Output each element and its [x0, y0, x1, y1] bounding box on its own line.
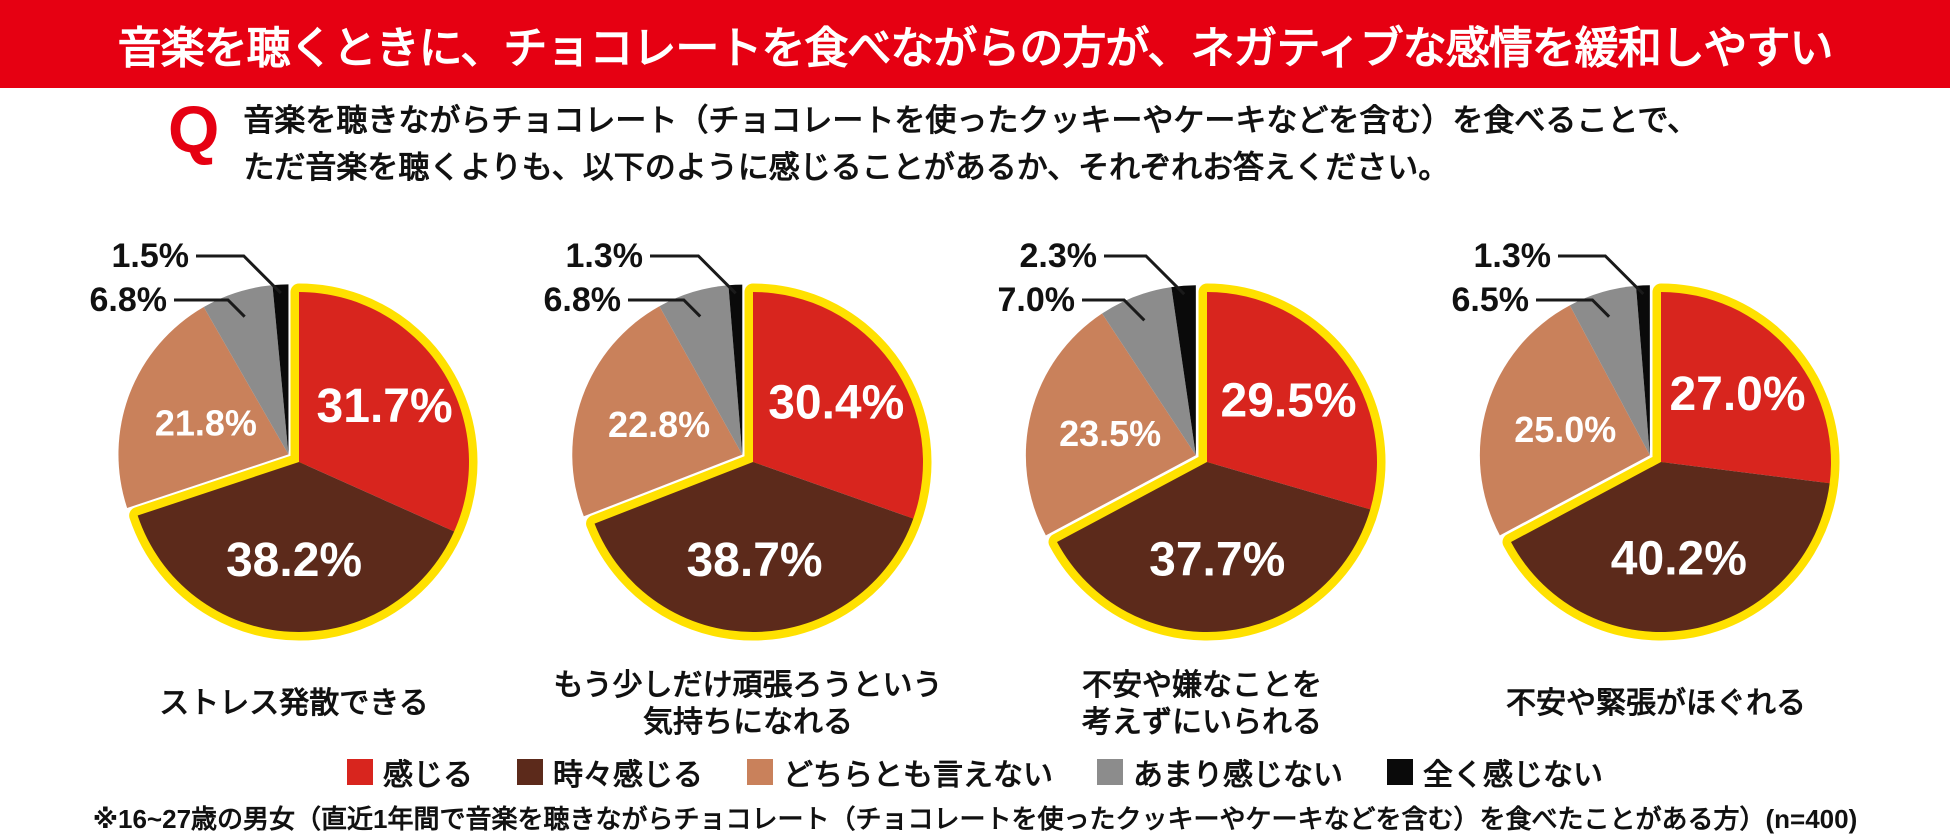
- slice-value-label: 6.8%: [544, 281, 622, 319]
- pie-chart-ease-tension: 27.0% 40.2% 25.0% 1.3% 6.5% 不安や緊張がほぐれる: [1429, 194, 1883, 748]
- slice-value-label: 22.8%: [608, 404, 710, 445]
- callout-line: [1536, 298, 1611, 318]
- pie-svg-3: 29.5% 37.7% 23.5% 2.3% 7.0%: [998, 237, 1386, 641]
- question-section: Q 音楽を聴きながらチョコレート（チョコレートを使ったクッキーやケーキなどを含む…: [168, 92, 1950, 194]
- slice-value-label: 7.0%: [998, 281, 1076, 319]
- slice-value-label: 23.5%: [1059, 413, 1161, 454]
- legend-label: 時々感じる: [553, 759, 703, 792]
- legend-label: あまり感じない: [1133, 759, 1343, 792]
- slice-value-label: 31.7%: [317, 380, 453, 433]
- slice-value-label: 2.3%: [1020, 237, 1098, 275]
- pie-slice-3: [572, 306, 743, 517]
- legend-swatch: [1387, 759, 1413, 785]
- pie-slice-2: [1511, 462, 1830, 632]
- legend-swatch: [347, 759, 373, 785]
- slice-value-label: 1.3%: [1474, 237, 1552, 275]
- pie-slice-2: [1057, 462, 1371, 632]
- chart-title-4: 不安や緊張がほぐれる: [1506, 687, 1806, 721]
- callout-line: [174, 298, 246, 318]
- pie-svg-4: 27.0% 40.2% 25.0% 1.3% 6.5%: [1452, 237, 1840, 641]
- legend-label: どちらとも言えない: [783, 759, 1053, 792]
- question-mark: Q: [168, 92, 220, 166]
- slice-value-label: 38.7%: [686, 534, 822, 587]
- legend-item: 感じる: [347, 750, 473, 794]
- chart-title-3: 不安や嫌なことを 考えずにいられる: [1082, 668, 1322, 740]
- slice-value-label: 6.8%: [90, 281, 168, 319]
- pie-chart-stress-relief: 31.7% 38.2% 21.8% 1.5% 6.8% ストレス発散できる: [67, 194, 521, 748]
- pie-slice-3: [1479, 305, 1650, 536]
- pie-slice-5: [1171, 285, 1196, 456]
- pie-charts-row: 31.7% 38.2% 21.8% 1.5% 6.8% ストレス発散できる 30.4% 3…: [0, 194, 1950, 748]
- legend-swatch: [747, 759, 773, 785]
- slice-value-label: 21.8%: [155, 402, 257, 443]
- callout-line: [1104, 254, 1186, 296]
- pie-slice-4: [203, 285, 289, 455]
- title-text: 音楽を聴くときに、チョコレートを食べながらの方が、ネガティブな感情を緩和しやすい: [117, 24, 1834, 73]
- pie-slice-1: [1661, 292, 1831, 484]
- slice-value-label: 6.5%: [1452, 281, 1530, 319]
- callout-line: [1082, 298, 1146, 322]
- callout-line: [628, 298, 702, 318]
- legend-item: あまり感じない: [1097, 750, 1343, 794]
- question-line-1: 音楽を聴きながらチョコレート（チョコレートを使ったクッキーやケーキなどを含む）を…: [243, 103, 1699, 138]
- slice-value-label: 1.5%: [112, 237, 190, 275]
- footnote: ※16~27歳の男女（直近1年間で音楽を聴きながらチョコレート（チョコレートを使…: [92, 804, 1858, 834]
- pie-slice-3: [118, 306, 289, 508]
- slice-value-label: 37.7%: [1149, 534, 1285, 587]
- legend-item: 全く感じない: [1387, 750, 1603, 794]
- slice-value-label: 1.3%: [566, 237, 644, 275]
- slice-value-label: 30.4%: [768, 377, 904, 430]
- pie-slice-4: [659, 285, 743, 455]
- pie-slice-1: [753, 292, 923, 519]
- callout-line: [1558, 254, 1645, 296]
- callout-line: [650, 254, 737, 295]
- chart-title-1: ストレス発散できる: [159, 687, 429, 721]
- slice-value-label: 29.5%: [1221, 374, 1357, 427]
- pie-svg-2: 30.4% 38.7% 22.8% 1.3% 6.8%: [544, 237, 932, 641]
- pie-slice-4: [1102, 287, 1196, 456]
- chart-title-2: もう少しだけ頑張ろうという 気持ちになれる: [553, 668, 943, 740]
- legend-label: 全く感じない: [1423, 759, 1603, 792]
- legend-label: 感じる: [383, 759, 473, 792]
- legend: 感じる 時々感じる どちらとも言えない あまり感じない 全く感じない: [0, 748, 1950, 796]
- pie-slice-5: [728, 284, 743, 455]
- pie-slice-4: [1569, 285, 1650, 456]
- pie-chart-forget-anxiety: 29.5% 37.7% 23.5% 2.3% 7.0% 不安や嫌なことを 考えずにいられ…: [975, 194, 1429, 748]
- slice-value-label: 40.2%: [1611, 532, 1747, 585]
- pie-slice-3: [1025, 313, 1196, 536]
- pie-slice-2: [594, 462, 914, 632]
- pie-slice-5: [272, 284, 289, 455]
- callout-line: [196, 254, 282, 295]
- pie-chart-motivation: 30.4% 38.7% 22.8% 1.3% 6.8% もう少しだけ頑張ろうという 気持…: [521, 194, 975, 748]
- pie-slice-2: [137, 462, 455, 632]
- legend-swatch: [1097, 759, 1123, 785]
- pie-slice-5: [1635, 285, 1650, 456]
- legend-item: 時々感じる: [517, 750, 703, 794]
- legend-item: どちらとも言えない: [747, 750, 1053, 794]
- title-banner: 音楽を聴くときに、チョコレートを食べながらの方が、ネガティブな感情を緩和しやすい: [0, 0, 1950, 88]
- pie-svg-1: 31.7% 38.2% 21.8% 1.5% 6.8%: [90, 237, 478, 641]
- legend-swatch: [517, 759, 543, 785]
- pie-slice-1: [1207, 292, 1377, 510]
- pie-slice-1: [299, 292, 469, 532]
- slice-value-label: 25.0%: [1514, 409, 1616, 450]
- slice-value-label: 27.0%: [1669, 368, 1805, 421]
- question-line-2: ただ音楽を聴くよりも、以下のように感じることがあるか、それぞれお答えください。: [243, 149, 1450, 185]
- slice-value-label: 38.2%: [226, 534, 362, 587]
- question-text: 音楽を聴きながらチョコレート（チョコレートを使ったクッキーやケーキなどを含む）を…: [243, 98, 1698, 191]
